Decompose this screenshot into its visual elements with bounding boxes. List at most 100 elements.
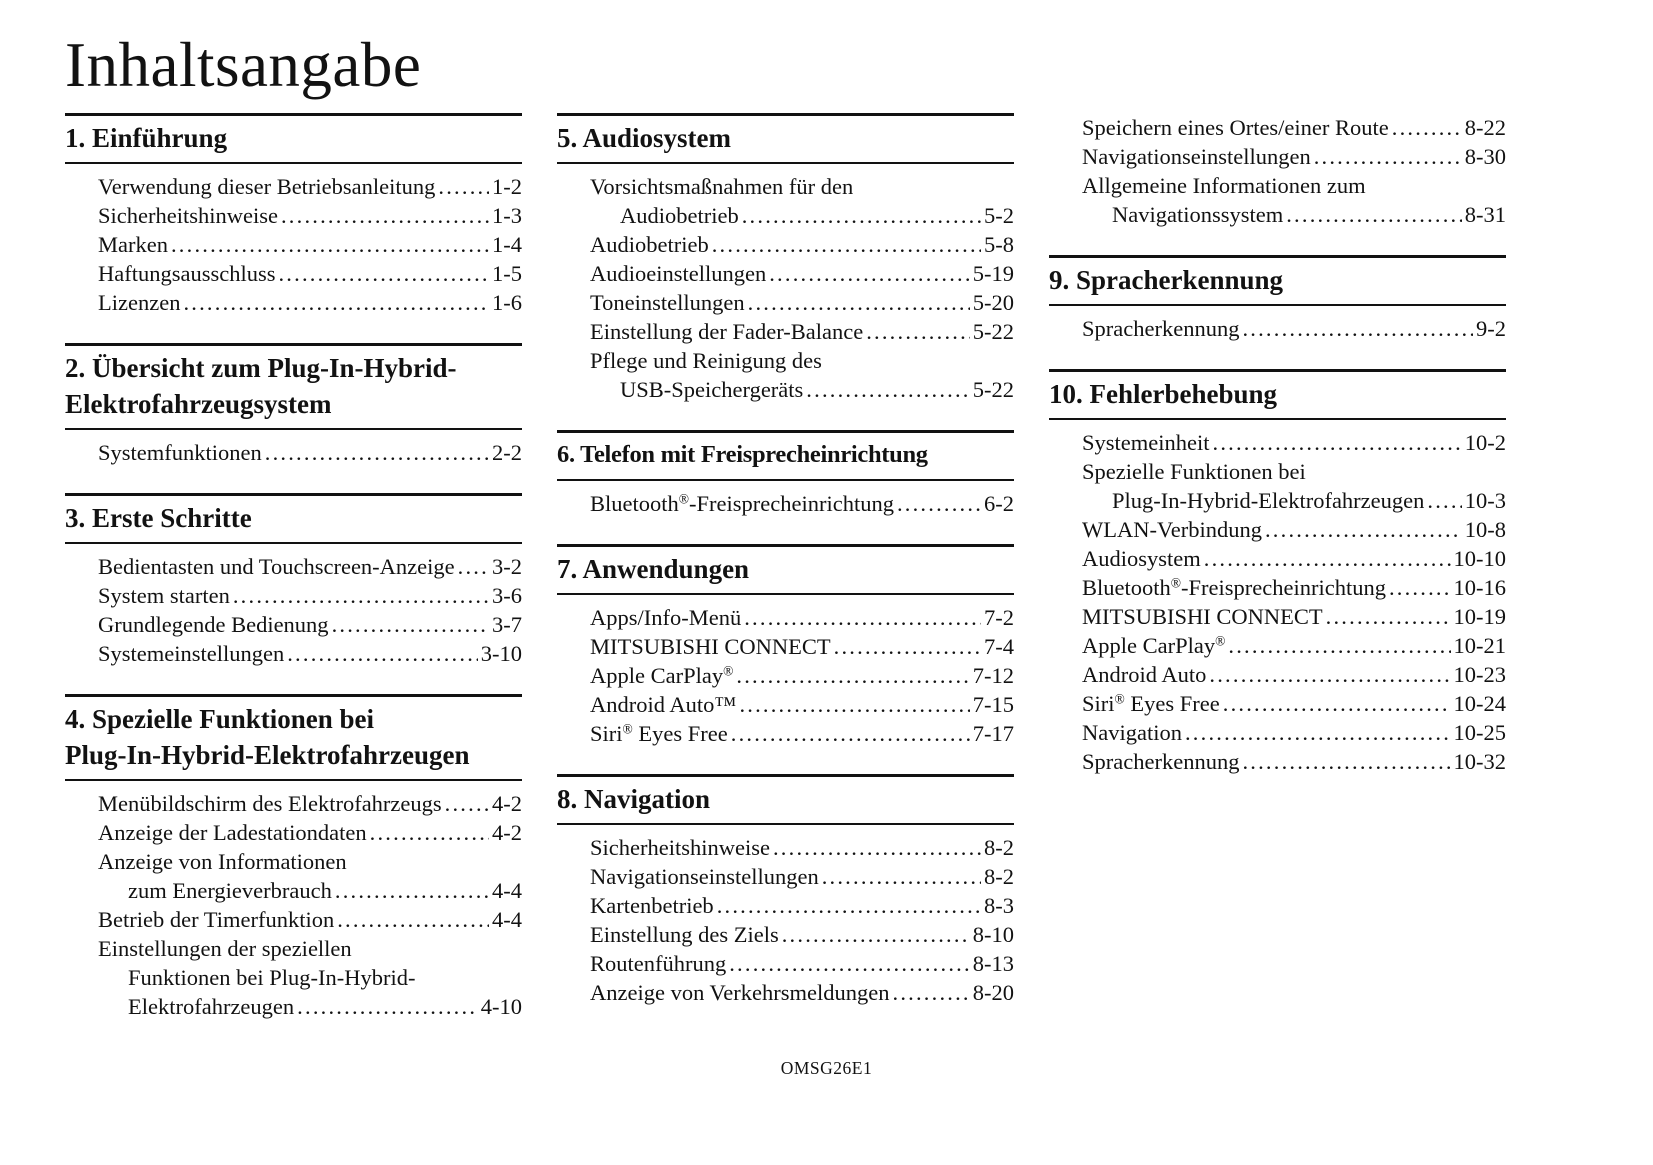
- toc-entry: Haftungsausschluss 1-5: [65, 259, 522, 288]
- dot-leader: [278, 259, 489, 288]
- dot-leader: [1314, 142, 1462, 171]
- page-number: 1-3: [492, 203, 522, 228]
- dot-leader: [1213, 428, 1462, 457]
- toc-entry: Audiobetrieb 5-8: [557, 230, 1014, 259]
- page-number: 8-31: [1464, 202, 1506, 227]
- page-number: 10-32: [1453, 749, 1507, 774]
- toc-entry: Kartenbetrieb 8-3: [557, 891, 1014, 920]
- toc-entry: Sicherheitshinweise 8-2: [557, 833, 1014, 862]
- dot-leader: [171, 230, 489, 259]
- toc-entry: USB-Speichergeräts 5-22: [557, 375, 1014, 404]
- toc-entry-label: WLAN-Verbindung: [1082, 517, 1262, 542]
- dot-leader: [717, 891, 981, 920]
- dot-leader: [897, 489, 981, 518]
- page-number: 8-22: [1464, 115, 1506, 140]
- toc-entry-label: Siri® Eyes Free: [590, 721, 728, 746]
- page-number: 10-21: [1453, 633, 1507, 658]
- dot-leader: [739, 690, 969, 719]
- section-audiosystem: 5. Audiosystem Vorsichtsmaßnahmen für de…: [557, 113, 1014, 404]
- section-heading: 6. Telefon mit Freisprecheinrichtung: [557, 430, 1014, 481]
- toc-entry-label: Elektrofahrzeugen: [128, 994, 295, 1019]
- toc-columns: 1. Einführung Verwendung dieser Betriebs…: [65, 113, 1506, 1021]
- toc-entry: Bluetooth®-Freisprecheinrichtung 10-16: [1049, 573, 1506, 602]
- toc-entry: Siri® Eyes Free 10-24: [1049, 689, 1506, 718]
- page-number: 1-4: [492, 232, 522, 257]
- page-number: 5-20: [972, 290, 1014, 315]
- page-number: 8-3: [984, 893, 1014, 918]
- section-telefon: 6. Telefon mit Freisprecheinrichtung Blu…: [557, 430, 1014, 518]
- toc-entry: Einstellung der Fader-Balance 5-22: [557, 317, 1014, 346]
- dot-leader: [1228, 631, 1450, 660]
- toc-entry-label: Anzeige von Verkehrsmeldungen: [590, 980, 890, 1005]
- dot-leader: [834, 632, 981, 661]
- toc-entry: Bedientasten und Touchscreen-Anzeige 3-2: [65, 552, 522, 581]
- toc-entry-label: Bluetooth®-Freisprecheinrichtung: [590, 491, 894, 516]
- toc-entry-label: Android Auto: [1082, 662, 1207, 687]
- dot-leader: [281, 201, 489, 230]
- dot-leader: [1326, 602, 1451, 631]
- page-number: 2-2: [492, 440, 522, 465]
- dot-leader: [438, 172, 489, 201]
- toc-entry-label: Sicherheitshinweise: [98, 203, 278, 228]
- dot-leader: [731, 719, 970, 748]
- dot-leader: [1242, 314, 1473, 343]
- page-number: 4-2: [492, 820, 522, 845]
- dot-leader: [183, 288, 489, 317]
- toc-column-2: 5. Audiosystem Vorsichtsmaßnahmen für de…: [557, 113, 1014, 1007]
- page-number: 10-10: [1453, 546, 1507, 571]
- dot-leader: [712, 230, 981, 259]
- dot-leader: [866, 317, 970, 346]
- dot-leader: [822, 862, 981, 891]
- page-number: 10-19: [1453, 604, 1507, 629]
- toc-entry: Anzeige von Verkehrsmeldungen 8-20: [557, 978, 1014, 1007]
- toc-entry-label: Navigationseinstellungen: [1082, 144, 1311, 169]
- dot-leader: [1185, 718, 1451, 747]
- page-number: 8-10: [972, 922, 1014, 947]
- page-number: 4-4: [492, 907, 522, 932]
- toc-entry: Systemeinstellungen 3-10: [65, 639, 522, 668]
- section-einfuehrung: 1. Einführung Verwendung dieser Betriebs…: [65, 113, 522, 317]
- toc-entry: Apple CarPlay® 7-12: [557, 661, 1014, 690]
- page-number: 4-10: [480, 994, 522, 1019]
- section-spracherkennung: 9. Spracherkennung Spracherkennung 9-2: [1049, 255, 1506, 343]
- page-number: 6-2: [984, 491, 1014, 516]
- section-navigation-continued: Speichern eines Ortes/einer Route 8-22 Na…: [1049, 113, 1506, 229]
- dot-leader: [748, 288, 970, 317]
- dot-leader: [370, 818, 489, 847]
- page-number: 3-10: [480, 641, 522, 666]
- page-number: 10-24: [1453, 691, 1507, 716]
- dot-leader: [742, 201, 981, 230]
- page-number: 8-20: [972, 980, 1014, 1005]
- section-uebersicht-phev: 2. Übersicht zum Plug-In-Hybrid- Elektro…: [65, 343, 522, 467]
- dot-leader: [736, 661, 969, 690]
- page-number: 10-8: [1464, 517, 1506, 542]
- document-code: OMSG26E1: [780, 1058, 873, 1078]
- toc-entry: Siri® Eyes Free 7-17: [557, 719, 1014, 748]
- dot-leader: [265, 438, 489, 467]
- toc-entry: Funktionen bei Plug-In-Hybrid-: [65, 963, 522, 992]
- toc-entry: Allgemeine Informationen zum: [1049, 171, 1506, 200]
- dot-leader: [332, 610, 489, 639]
- toc-entry-label: zum Energieverbrauch: [128, 878, 332, 903]
- dot-leader: [233, 581, 489, 610]
- toc-entry-label: Toneinstellungen: [590, 290, 745, 315]
- toc-entry-label: Systemeinheit: [1082, 430, 1210, 455]
- toc-entry: MITSUBISHI CONNECT 10-19: [1049, 602, 1506, 631]
- section-heading: 7. Anwendungen: [557, 544, 1014, 595]
- dot-leader: [744, 603, 981, 632]
- toc-entry: Apple CarPlay® 10-21: [1049, 631, 1506, 660]
- section-anwendungen: 7. Anwendungen Apps/Info-Menü 7-2 MITSUBI…: [557, 544, 1014, 748]
- toc-entry-label: Audioeinstellungen: [590, 261, 767, 286]
- toc-entry-label: Audiosystem: [1082, 546, 1201, 571]
- toc-entry-label: MITSUBISHI CONNECT: [590, 634, 831, 659]
- page-number: 3-7: [492, 612, 522, 637]
- page-number: 1-2: [492, 174, 522, 199]
- toc-entry: Spracherkennung 9-2: [1049, 314, 1506, 343]
- toc-entry: Navigation 10-25: [1049, 718, 1506, 747]
- page-number: 1-6: [492, 290, 522, 315]
- toc-entry-label: Apple CarPlay®: [1082, 633, 1226, 658]
- section-heading: 9. Spracherkennung: [1049, 255, 1506, 306]
- page-number: 8-2: [984, 835, 1014, 860]
- toc-entry-label: Apple CarPlay®: [590, 663, 734, 688]
- toc-entry-label: Haftungsausschluss: [98, 261, 276, 286]
